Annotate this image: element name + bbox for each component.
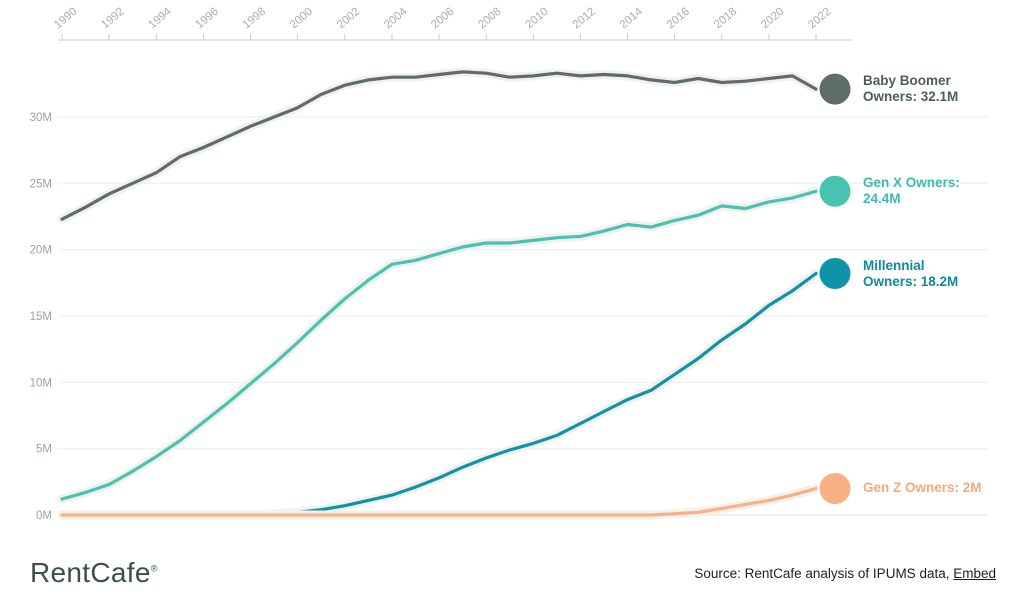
- x-axis-tick-label: 2006: [429, 6, 456, 32]
- x-axis-tick-label: 2016: [665, 6, 692, 32]
- x-axis-tick-label: 2022: [806, 6, 833, 32]
- series-endpoint-gen-z-owners: [817, 471, 853, 506]
- x-axis-tick-label: 2020: [759, 6, 786, 32]
- rentcafe-logo: RentCafe®: [30, 557, 158, 589]
- source-text: Source: RentCafe analysis of IPUMS data,: [694, 565, 954, 581]
- x-axis-tick-label: 1994: [147, 5, 175, 31]
- y-axis-tick-label: 5M: [36, 444, 52, 456]
- x-axis-tick-label: 1990: [52, 6, 79, 32]
- y-axis-tick-label: 30M: [30, 112, 52, 124]
- series-endpoint-baby-boomer-owners: [817, 71, 853, 107]
- logo-text: RentCafe: [30, 557, 151, 588]
- x-axis: 1990 1992 1994 1996 1998 2000 2002 2004 2006 2008…: [52, 5, 852, 41]
- series-line-baby-boomer-owners: [60, 70, 818, 221]
- y-axis-tick-label: 15M: [30, 311, 52, 323]
- x-axis-tick-label: 2014: [618, 5, 646, 31]
- series-line-millennial-owners: [60, 271, 818, 517]
- series-endpoint-gen-x-owners: [817, 173, 853, 209]
- source-attribution: Source: RentCafe analysis of IPUMS data,…: [694, 566, 996, 581]
- y-axis-tick-label: 25M: [30, 178, 52, 190]
- x-axis-tick-label: 1998: [241, 6, 268, 32]
- x-axis-tick-label: 2010: [524, 6, 551, 32]
- grid-lines: 0M 5M 10M 15M 20M 25M 30M: [30, 112, 988, 522]
- y-axis-tick-label: 20M: [30, 245, 52, 257]
- x-axis-tick-label: 2012: [571, 6, 598, 32]
- x-axis-tick-label: 2002: [335, 6, 362, 32]
- series-endpoint-millennial-owners: [817, 256, 853, 291]
- chart-canvas: 0M 5M 10M 15M 20M 25M 30M 1990 1992 1994 1996 1998 2…: [30, 5, 988, 522]
- x-axis-tick-label: 1992: [99, 6, 126, 32]
- series-halo-baby-boomer-owners: [57, 67, 821, 224]
- generation-owners-line-chart: 0M 5M 10M 15M 20M 25M 30M 1990 1992 1994 1996 1998 2…: [30, 5, 988, 522]
- x-axis-tick-label: 2018: [712, 6, 739, 32]
- y-axis-tick-label: 0M: [36, 510, 52, 522]
- series-line-gen-x-owners: [60, 189, 818, 501]
- series-lines: [57, 67, 821, 520]
- x-axis-tick-label: 2008: [476, 6, 503, 32]
- x-axis-tick-label: 2000: [288, 6, 315, 32]
- series-line-gen-z-owners: [60, 486, 818, 517]
- x-axis-tick-label: 1996: [194, 6, 221, 32]
- x-axis-tick-label: 2004: [382, 5, 410, 31]
- registered-mark-icon: ®: [150, 563, 158, 574]
- series-halo-gen-x-owners: [57, 186, 821, 504]
- footer: RentCafe® Source: RentCafe analysis of I…: [30, 552, 996, 594]
- y-axis-tick-label: 10M: [30, 377, 52, 389]
- embed-link[interactable]: Embed: [953, 565, 996, 581]
